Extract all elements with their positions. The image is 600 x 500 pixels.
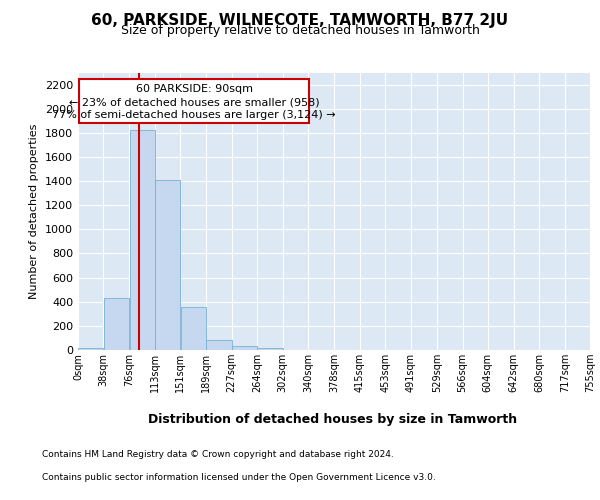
- Bar: [206, 340, 232, 350]
- Bar: [130, 130, 155, 350]
- Text: ← 23% of detached houses are smaller (958): ← 23% of detached houses are smaller (95…: [69, 98, 320, 108]
- Bar: [181, 307, 206, 350]
- Bar: [78, 348, 103, 350]
- Bar: [104, 298, 129, 350]
- Text: 60 PARKSIDE: 90sqm: 60 PARKSIDE: 90sqm: [136, 84, 253, 94]
- Text: Distribution of detached houses by size in Tamworth: Distribution of detached houses by size …: [148, 412, 518, 426]
- Bar: [257, 348, 283, 350]
- Text: Contains HM Land Registry data © Crown copyright and database right 2024.: Contains HM Land Registry data © Crown c…: [42, 450, 394, 459]
- Text: 77% of semi-detached houses are larger (3,124) →: 77% of semi-detached houses are larger (…: [52, 110, 336, 120]
- Text: Contains public sector information licensed under the Open Government Licence v3: Contains public sector information licen…: [42, 472, 436, 482]
- FancyBboxPatch shape: [79, 78, 309, 123]
- Bar: [232, 346, 257, 350]
- Bar: [155, 180, 180, 350]
- Text: Size of property relative to detached houses in Tamworth: Size of property relative to detached ho…: [121, 24, 479, 37]
- Y-axis label: Number of detached properties: Number of detached properties: [29, 124, 40, 299]
- Text: 60, PARKSIDE, WILNECOTE, TAMWORTH, B77 2JU: 60, PARKSIDE, WILNECOTE, TAMWORTH, B77 2…: [91, 12, 509, 28]
